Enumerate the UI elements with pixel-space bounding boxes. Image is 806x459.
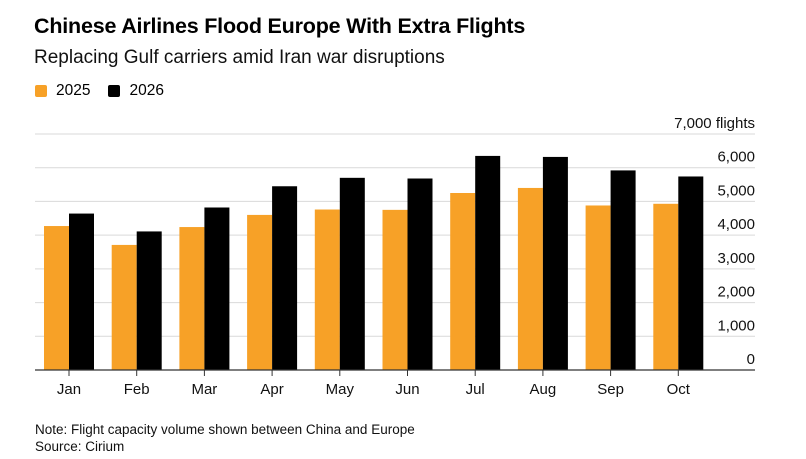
- bar-2026-may: [339, 177, 365, 370]
- bar-2025-mar: [179, 227, 205, 370]
- x-tick-label-feb: Feb: [124, 381, 150, 398]
- bar-2026-jul: [475, 155, 501, 370]
- bar-2025-sep: [585, 205, 611, 370]
- note-text: Note: Flight capacity volume shown betwe…: [35, 422, 415, 437]
- bar-2025-apr: [247, 214, 273, 370]
- x-tick-label-mar: Mar: [191, 381, 217, 398]
- bar-2025-feb: [111, 244, 137, 370]
- y-tick-label-1000: 1,000: [717, 317, 755, 334]
- legend: 2025 2026: [35, 82, 182, 100]
- chart-subtitle: Replacing Gulf carriers amid Iran war di…: [34, 47, 445, 68]
- x-tick-label-jul: Jul: [466, 381, 485, 398]
- bar-2025-jan: [44, 226, 69, 370]
- x-axis-labels: Jan Feb Mar Apr May Jun Jul Aug Sep Oct: [57, 381, 691, 398]
- bar-2026-feb: [136, 231, 162, 370]
- bar-2026-jun: [407, 178, 433, 370]
- source-text: Source: Cirium: [35, 439, 125, 454]
- legend-item-2025: 2025: [35, 82, 90, 100]
- bar-2026-apr: [272, 186, 298, 370]
- chart-title: Chinese Airlines Flood Europe With Extra…: [34, 14, 526, 38]
- y-tick-label-6000: 6,000: [717, 149, 755, 166]
- bar-2026-oct: [678, 176, 704, 370]
- footnote: Note: Flight capacity volume shown betwe…: [35, 421, 415, 455]
- y-tick-label-0: 0: [747, 351, 755, 368]
- bar-2025-jul: [450, 193, 476, 370]
- bar-2025-may: [314, 209, 340, 370]
- y-tick-label-7000: 7,000 flights: [674, 115, 755, 132]
- legend-swatch-2025: [35, 85, 47, 97]
- y-axis-labels: 0 1,000 2,000 3,000 4,000 5,000 6,000 7,000 fli…: [674, 115, 755, 368]
- bar-2026-mar: [204, 207, 230, 370]
- bar-2026-aug: [542, 156, 568, 370]
- x-tick-label-aug: Aug: [530, 381, 557, 398]
- x-tick-label-jun: Jun: [395, 381, 419, 398]
- x-tick-label-oct: Oct: [667, 381, 691, 398]
- x-tick-label-jan: Jan: [57, 381, 81, 398]
- legend-swatch-2026: [108, 85, 121, 97]
- bar-2025-aug: [517, 187, 543, 370]
- bar-2025-oct: [653, 203, 679, 370]
- y-tick-label-4000: 4,000: [717, 216, 755, 233]
- bars: [44, 155, 704, 370]
- y-tick-label-2000: 2,000: [717, 284, 755, 301]
- bar-2026-sep: [610, 170, 636, 370]
- legend-label-2026: 2026: [129, 82, 164, 99]
- legend-label-2025: 2025: [56, 82, 91, 99]
- y-tick-label-5000: 5,000: [717, 182, 755, 199]
- legend-item-2026: 2026: [108, 82, 164, 100]
- bar-2025-jun: [382, 209, 408, 370]
- x-tick-label-sep: Sep: [597, 381, 624, 398]
- x-axis: [35, 369, 755, 376]
- y-tick-label-3000: 3,000: [717, 250, 755, 267]
- x-tick-label-may: May: [326, 381, 355, 398]
- x-tick-label-apr: Apr: [260, 381, 283, 398]
- bar-2026-jan: [69, 213, 94, 370]
